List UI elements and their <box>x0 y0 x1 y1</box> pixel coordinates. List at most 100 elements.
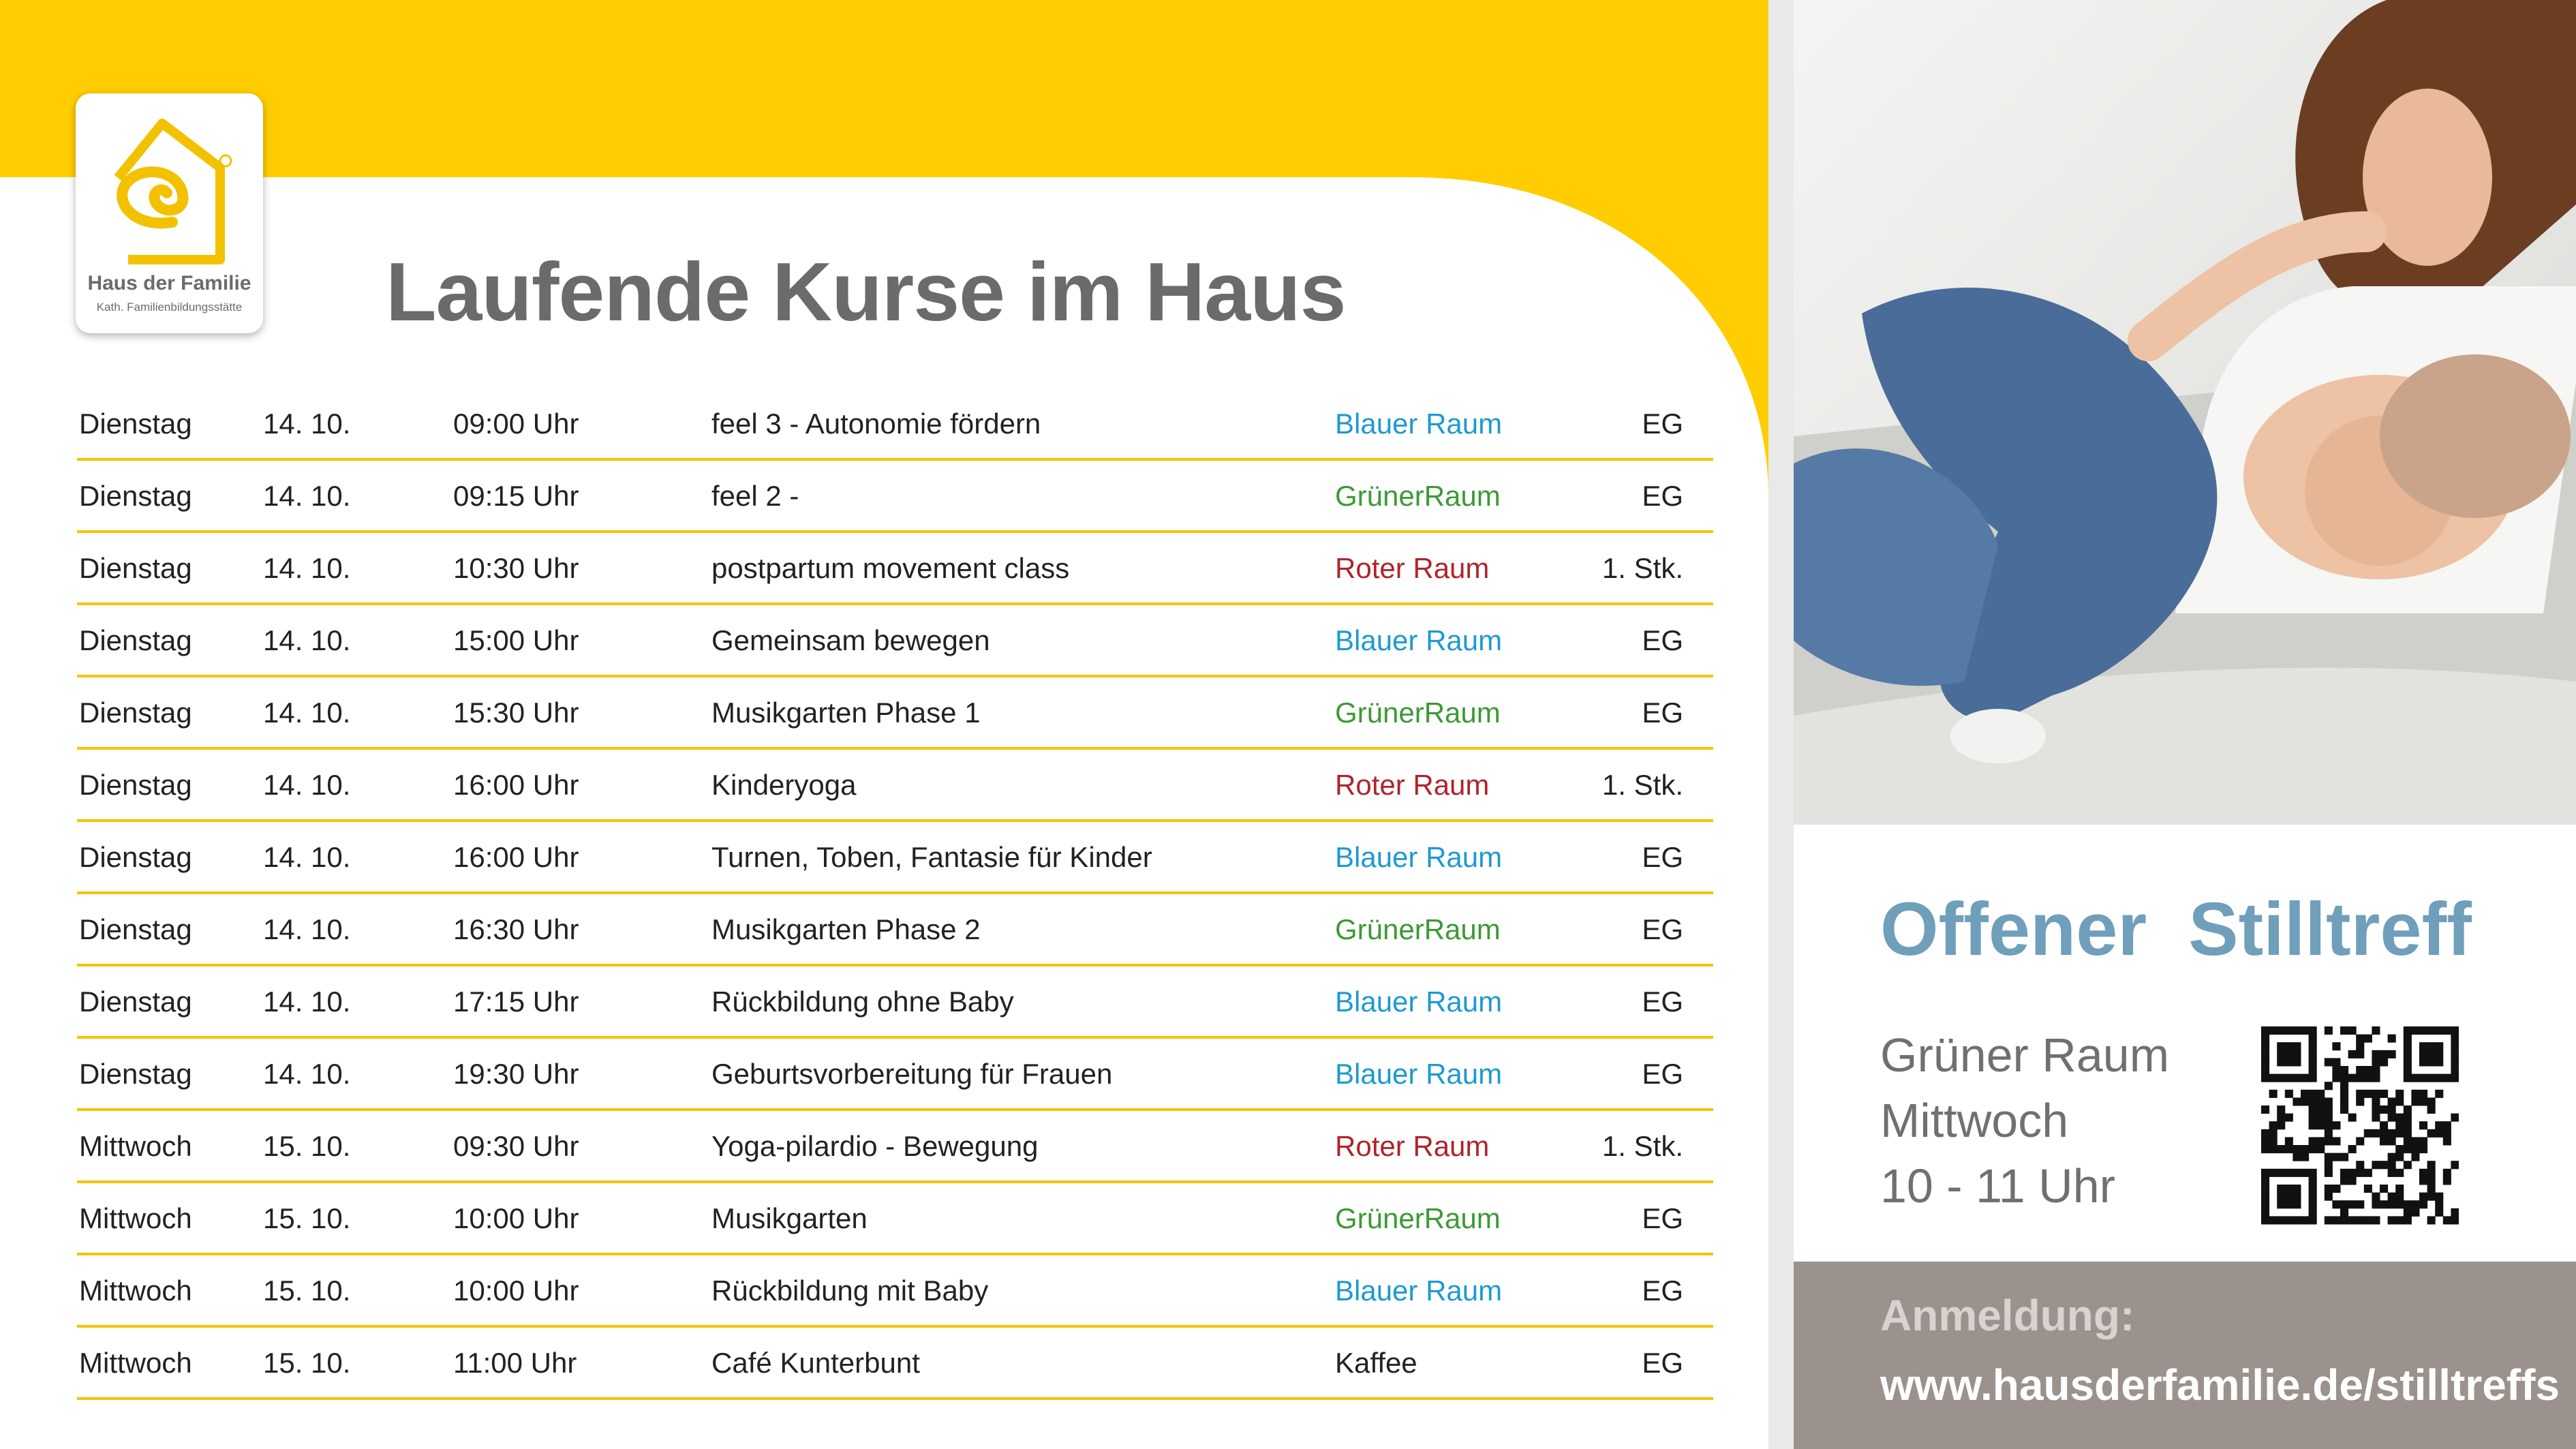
qr-module <box>2293 1058 2301 1067</box>
qr-module <box>2340 1153 2349 1161</box>
qr-module <box>2348 1168 2357 1177</box>
qr-module <box>2301 1216 2310 1225</box>
qr-module <box>2293 1042 2301 1051</box>
qr-module <box>2387 1097 2396 1106</box>
qr-module <box>2363 1185 2372 1193</box>
qr-module <box>2380 1185 2389 1193</box>
qr-module <box>2411 1073 2420 1082</box>
course-row: Dienstag 14. 10. 19:30 Uhr Geburtsvorbereit… <box>77 1039 1713 1111</box>
cell-course: Café Kunterbunt <box>711 1347 920 1379</box>
qr-module <box>2348 1050 2357 1058</box>
qr-module <box>2308 1089 2317 1098</box>
qr-module <box>2435 1192 2444 1201</box>
qr-module <box>2301 1097 2310 1106</box>
qr-module <box>2387 1105 2396 1114</box>
qr-module <box>2403 1145 2412 1154</box>
qr-module <box>2316 1137 2325 1146</box>
qr-module <box>2261 1034 2270 1043</box>
qr-module <box>2301 1168 2310 1177</box>
qr-module <box>2348 1026 2357 1035</box>
qr-module <box>2293 1153 2301 1161</box>
qr-module <box>2442 1129 2451 1138</box>
qr-module <box>2269 1168 2278 1177</box>
qr-module <box>2332 1200 2341 1209</box>
qr-module <box>2308 1097 2317 1106</box>
qr-module <box>2403 1066 2412 1075</box>
qr-module <box>2308 1050 2317 1058</box>
cell-day: Dienstag <box>79 624 192 656</box>
logo-subtitle: Kath. Familienbildungsstätte <box>96 301 243 314</box>
qr-module <box>2293 1200 2301 1209</box>
qr-module <box>2308 1176 2317 1185</box>
qr-module <box>2403 1161 2412 1170</box>
cell-time: 15:30 Uhr <box>453 697 579 729</box>
qr-module <box>2261 1208 2270 1217</box>
course-row: Mittwoch 15. 10. 10:00 Uhr Musikgarten Grüne… <box>77 1183 1713 1255</box>
qr-module <box>2403 1105 2412 1114</box>
cell-course: Turnen, Toben, Fantasie für Kinder <box>711 841 1152 873</box>
qr-module <box>2261 1185 2270 1193</box>
cell-date: 15. 10. <box>263 1347 351 1379</box>
qr-module <box>2395 1097 2404 1106</box>
qr-module <box>2411 1097 2420 1106</box>
cell-floor: EG <box>1642 1275 1683 1307</box>
qr-module <box>2451 1050 2459 1058</box>
cell-date: 14. 10. <box>263 552 351 584</box>
cell-floor: 1. Stk. <box>1601 769 1683 801</box>
course-row: Mittwoch 15. 10. 10:00 Uhr Rückbildung mit … <box>77 1255 1713 1328</box>
qr-module <box>2284 1058 2293 1067</box>
qr-module <box>2451 1216 2459 1225</box>
qr-module <box>2284 1137 2293 1146</box>
qr-module <box>2403 1034 2412 1043</box>
qr-module <box>2324 1161 2333 1170</box>
qr-module <box>2269 1073 2278 1082</box>
qr-module <box>2277 1026 2286 1035</box>
qr-module <box>2301 1145 2310 1154</box>
qr-module <box>2419 1192 2428 1201</box>
qr-module <box>2387 1129 2396 1138</box>
qr-module <box>2363 1129 2372 1138</box>
signup-label: Anmeldung: <box>1880 1291 2135 1340</box>
qr-module <box>2372 1200 2380 1209</box>
cell-course: postpartum movement class <box>711 552 1070 584</box>
qr-module <box>2419 1176 2428 1185</box>
cell-room: Blauer Raum <box>1335 408 1503 440</box>
qr-module <box>2324 1168 2333 1177</box>
qr-module <box>2284 1073 2293 1082</box>
cell-time: 19:30 Uhr <box>453 1058 579 1090</box>
qr-module <box>2427 1026 2436 1035</box>
qr-module <box>2356 1042 2365 1051</box>
qr-module <box>2403 1026 2412 1035</box>
qr-module <box>2301 1026 2310 1035</box>
qr-module <box>2395 1121 2404 1130</box>
qr-module <box>2387 1137 2396 1146</box>
qr-module <box>2427 1216 2436 1225</box>
qr-module <box>2284 1042 2293 1051</box>
qr-module <box>2419 1089 2428 1098</box>
logo: Haus der Familie Kath. Familienbildungss… <box>76 93 263 333</box>
signup-url[interactable]: www.hausderfamilie.de/stilltreffs <box>1880 1360 2560 1409</box>
cell-room: Blauer Raum <box>1335 624 1503 656</box>
qr-module <box>2324 1113 2333 1122</box>
qr-module <box>2435 1121 2444 1130</box>
cell-room: Roter Raum <box>1335 552 1490 584</box>
qr-module <box>2427 1105 2436 1114</box>
qr-module <box>2340 1176 2349 1185</box>
qr-module <box>2419 1042 2428 1051</box>
qr-module <box>2308 1073 2317 1082</box>
qr-module <box>2293 1097 2301 1106</box>
qr-module <box>2435 1129 2444 1138</box>
logo-mark <box>114 119 232 264</box>
qr-module <box>2427 1161 2436 1170</box>
cell-room: Kaffee <box>1335 1347 1417 1379</box>
qr-module <box>2387 1153 2396 1161</box>
qr-module <box>2372 1129 2380 1138</box>
white-area <box>0 177 1768 1449</box>
qr-module <box>2356 1137 2365 1146</box>
qr-module <box>2451 1058 2459 1067</box>
qr-module <box>2435 1200 2444 1209</box>
qr-module <box>2324 1137 2333 1146</box>
qr-module <box>2403 1042 2412 1051</box>
